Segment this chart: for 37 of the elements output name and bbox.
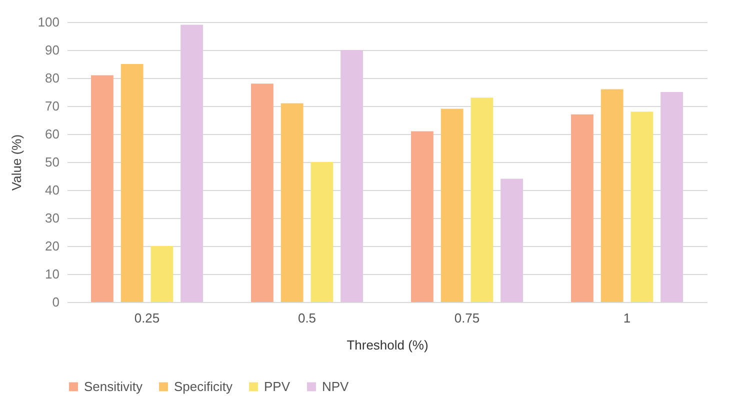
y-tick-label: 0 [52,294,60,310]
legend-label: PPV [264,378,290,394]
legend-label: Sensitivity [84,378,144,394]
bar [411,131,434,302]
bar [180,24,203,302]
legend-label: NPV [322,378,350,394]
y-axis-title: Value (%) [8,134,24,191]
legend-label: Specificity [174,378,234,394]
bar [660,92,683,302]
x-tick-label: 1 [623,310,631,326]
bar [150,246,174,302]
bar [600,89,624,302]
y-tick-label: 80 [45,70,60,86]
bar [571,114,594,302]
bar [500,178,523,302]
bar [310,162,334,302]
y-tick-label: 10 [45,266,60,282]
y-tick-label: 100 [38,14,60,30]
y-tick-label: 20 [45,238,60,254]
y-tick-label: 30 [45,210,60,226]
bar [120,64,144,302]
y-tick-label: 40 [45,182,60,198]
bar [91,75,114,302]
y-tick-label: 60 [45,126,60,142]
x-tick-label: 0.5 [298,310,316,326]
x-tick-label: 0.75 [454,310,480,326]
x-tick-label: 0.25 [134,310,160,326]
x-axis-title: Threshold (%) [346,338,428,352]
bar [440,108,464,302]
bar [340,50,363,302]
bar [470,98,494,302]
y-tick-label: 70 [45,98,60,114]
bar [280,103,304,302]
y-tick-label: 90 [45,42,60,58]
bar [251,84,274,302]
y-tick-label: 50 [45,154,60,170]
bar [630,112,654,302]
